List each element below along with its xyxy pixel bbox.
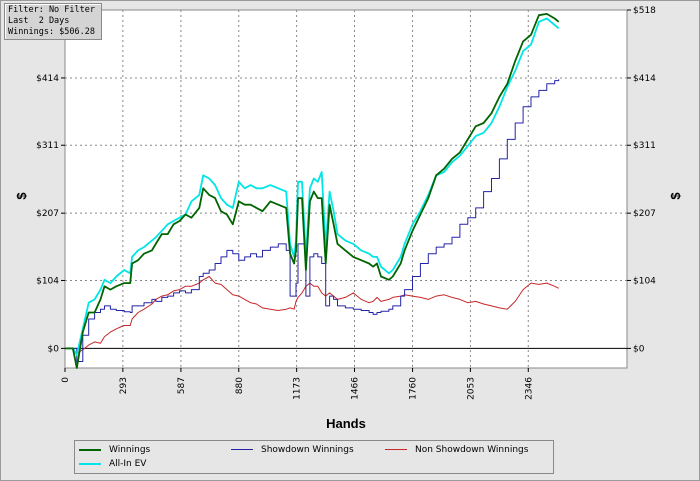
legend-item-showdown: Showdown Winnings (231, 444, 354, 456)
y-tick-label-right: $518 (633, 6, 656, 16)
x-tick-label: 0 (61, 377, 71, 383)
legend-swatch-winnings (79, 448, 101, 451)
y-axis-right: $0 $104 $207 $311 $414 $518 (627, 6, 656, 354)
x-axis-title: Hands (326, 416, 366, 431)
filter-info-box: Filter: No Filter Last 2 Days Winnings: … (4, 3, 102, 40)
chart-legend: Winnings All-In EV Showdown Winnings Non… (74, 440, 554, 474)
y-tick-label-right: $104 (633, 276, 656, 286)
series-line-winnings (65, 13, 560, 369)
y-axis-title-right: $ (668, 192, 683, 200)
series-line-showdown-winnings (65, 79, 560, 362)
legend-item-winnings: Winnings (79, 444, 150, 456)
x-tick-label: 880 (235, 377, 245, 394)
filter-text: Filter: No Filter (8, 5, 95, 15)
legend-label-non-showdown: Non Showdown Winnings (415, 445, 529, 455)
plot-area (64, 9, 628, 369)
x-tick-label: 2346 (524, 377, 534, 400)
winnings-total-text: Winnings: $506.28 (8, 27, 95, 37)
y-tick-label-right: $207 (633, 209, 656, 219)
y-tick-label-right: $0 (633, 344, 645, 354)
legend-label-showdown: Showdown Winnings (261, 445, 354, 455)
legend-swatch-non-showdown (385, 449, 407, 450)
y-tick-label-left: $414 (36, 74, 59, 84)
y-tick-label-right: $311 (633, 141, 656, 151)
x-tick-label: 293 (119, 377, 129, 394)
series-layer (65, 13, 560, 369)
x-tick-label: 1466 (350, 377, 360, 400)
series-line-non-showdown-winnings (65, 276, 559, 355)
grid-lines (65, 9, 627, 368)
series-line-all-in-ev (65, 17, 560, 356)
x-tick-label: 587 (177, 377, 187, 394)
x-axis: 0 293 587 880 1173 1466 1760 2053 2346 (61, 368, 534, 400)
y-tick-label-left: $311 (36, 141, 59, 151)
x-tick-label: 1760 (409, 377, 419, 400)
x-tick-label: 2053 (466, 377, 476, 400)
legend-item-all-in-ev: All-In EV (79, 458, 146, 470)
legend-item-non-showdown: Non Showdown Winnings (385, 444, 528, 456)
y-tick-label-left: $0 (48, 344, 60, 354)
legend-swatch-showdown (231, 449, 253, 450)
y-axis-title-left: $ (14, 192, 29, 200)
period-text: Last 2 Days (8, 16, 70, 26)
y-tick-label-left: $104 (36, 276, 59, 286)
y-tick-label-left: $207 (36, 209, 59, 219)
y-tick-label-right: $414 (633, 74, 656, 84)
legend-label-winnings: Winnings (109, 445, 151, 455)
legend-swatch-all-in-ev (79, 462, 101, 465)
y-axis-left: $0$104$207$311$414$518 (36, 6, 65, 354)
x-tick-label: 1173 (293, 377, 303, 400)
legend-label-all-in-ev: All-In EV (109, 459, 147, 469)
